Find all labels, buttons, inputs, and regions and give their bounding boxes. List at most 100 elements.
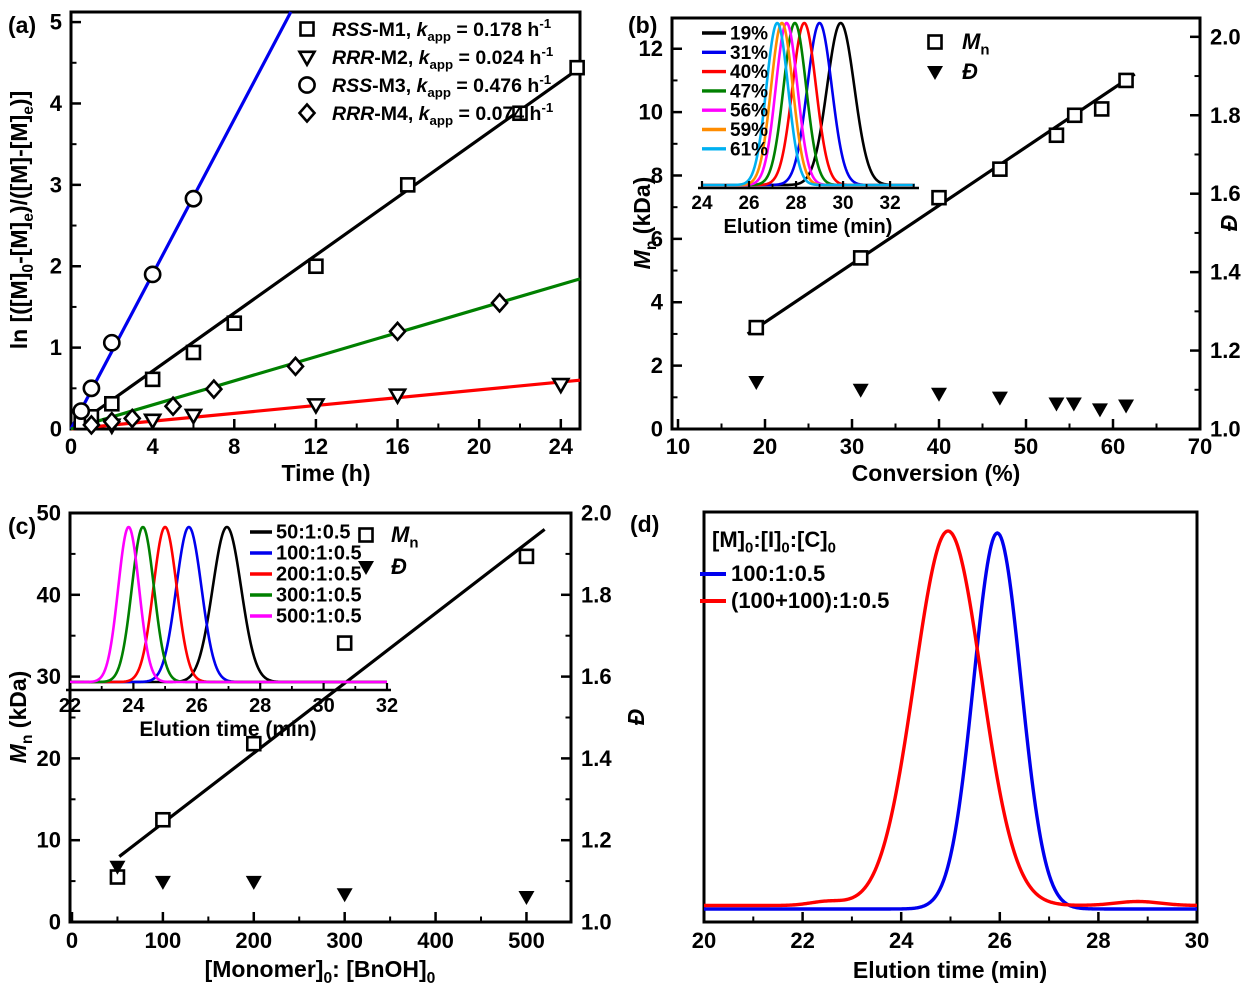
marker-open-square — [144, 371, 161, 388]
x-tick-label: 10 — [666, 434, 690, 459]
legend-item-label: RSS-M1, kapp = 0.178 h-1 — [332, 16, 551, 44]
marker-open-square — [226, 315, 243, 332]
y-tick-label: 10 — [37, 828, 61, 853]
y-tick-label: 30 — [37, 664, 61, 689]
y-tick-label: 1.8 — [581, 582, 612, 607]
y-tick-label: 4 — [651, 290, 664, 315]
marker-open-diamond — [122, 407, 142, 429]
marker-open-triangle-down — [387, 388, 408, 406]
y-tick-label: 8 — [651, 163, 663, 188]
series-RSS-M3 — [69, 11, 293, 430]
marker-open-diamond — [163, 395, 183, 417]
inset-legend-label: 300:1:0.5 — [276, 585, 362, 607]
inset-legend-label: 50:1:0.5 — [276, 522, 351, 544]
y-tick-label: 20 — [37, 746, 61, 771]
y-tick-label: 1.2 — [1210, 338, 1241, 363]
marker-filled-triangle-down — [931, 387, 948, 402]
x-tick-label: 30 — [1185, 928, 1209, 953]
marker-open-square — [931, 189, 947, 206]
x-tick-label: 22 — [790, 928, 814, 953]
marker-open-triangle-down — [306, 398, 326, 415]
series-points-- — [109, 860, 535, 906]
x-tick-label: 200 — [235, 928, 272, 953]
marker-filled-triangle-down — [991, 391, 1008, 406]
marker-open-circle — [82, 379, 101, 398]
marker-filled-triangle-down — [154, 875, 171, 890]
x-tick-label: 100 — [145, 928, 182, 953]
marker-open-circle — [143, 265, 162, 284]
inset-tick-label: 24 — [691, 193, 713, 214]
x-tick-label: 4 — [147, 434, 160, 459]
y-tick-label: 1.0 — [1210, 417, 1241, 442]
axes-box — [670, 16, 1202, 431]
series-points-RSS-M3 — [72, 189, 203, 420]
fit-line — [69, 11, 293, 430]
legend-item-label: Đ — [391, 554, 407, 579]
y-tick-label: 2 — [50, 254, 62, 279]
y-tick-label: 2.0 — [581, 501, 612, 526]
marker-open-circle — [72, 402, 91, 420]
y-tick-label: 0 — [49, 910, 61, 935]
marker-filled-triangle-down — [358, 561, 374, 575]
y-tick-label: 1.6 — [581, 664, 612, 689]
y-axis-title: ln [([M]0-[M]e)/([M]-[M]e)] — [6, 91, 37, 350]
y-tick-label: 0 — [651, 417, 663, 442]
inset-x-axis-title: Elution time (min) — [724, 216, 893, 238]
fit-line — [118, 528, 546, 858]
marker-open-triangle-down — [297, 50, 317, 68]
marker-open-diamond — [388, 320, 407, 342]
legend-item-label: RSS-M3, kapp = 0.476 h-1 — [332, 72, 551, 100]
series-points-Mn — [748, 72, 1134, 336]
marker-open-diamond — [204, 378, 224, 400]
y-tick-label: 50 — [37, 501, 61, 526]
y-tick-label: 1.6 — [1210, 181, 1241, 206]
legend-c: MnĐ — [358, 522, 418, 579]
marker-open-square — [245, 735, 262, 752]
inset-legend-label: 61% — [730, 139, 768, 160]
inset-legend-label: 47% — [730, 81, 768, 102]
legend-d: [M]0:[I]0:[C]0 100:1:0.5(100+100):1:0.5 — [700, 527, 889, 613]
y-axis-title: Đ — [623, 709, 649, 726]
y-axis-title: Mn (kDa) — [5, 671, 36, 764]
legend-item-label: 100:1:0.5 — [731, 561, 825, 586]
gpc-curve-100-1-0-5 — [703, 531, 1198, 911]
x-tick-label: 50 — [1014, 434, 1038, 459]
x-axis-title: Conversion (%) — [852, 460, 1021, 486]
marker-open-circle — [298, 76, 316, 94]
marker-open-square — [518, 548, 535, 565]
marker-open-square — [992, 161, 1008, 177]
x-tick-label: 20 — [467, 434, 491, 459]
inset-legend-label: 56% — [730, 101, 768, 122]
inset-legend-label: 100:1:0.5 — [276, 543, 362, 565]
inset-tick-label: 32 — [880, 193, 901, 214]
inset-legend-label: 59% — [730, 120, 768, 141]
marker-open-triangle-down — [551, 377, 571, 395]
marker-open-square — [299, 21, 315, 37]
series-points-RRR-M4 — [82, 292, 509, 436]
inset-x-axis-title: Elution time (min) — [139, 718, 316, 741]
series-points-Mn — [109, 548, 535, 885]
y-tick-label: 1.4 — [581, 746, 612, 771]
marker-filled-triangle-down — [748, 375, 765, 390]
x-axis-title: Elution time (min) — [853, 957, 1047, 983]
marker-open-diamond — [102, 411, 122, 433]
inset-legend-label: 500:1:0.5 — [276, 606, 362, 628]
panel-label-a: (a) — [8, 12, 36, 38]
inset-tick-label: 26 — [738, 193, 759, 214]
y-tick-label: 1.0 — [581, 910, 612, 935]
inset-tick-label: 24 — [122, 695, 145, 717]
marker-open-diamond — [286, 355, 305, 377]
x-tick-label: 8 — [228, 434, 240, 459]
marker-open-square — [104, 395, 120, 412]
inset-tick-label: 26 — [186, 695, 208, 717]
marker-filled-triangle-down — [1048, 397, 1065, 412]
marker-open-triangle-down — [183, 408, 204, 426]
marker-open-square — [308, 258, 324, 275]
marker-open-square — [748, 319, 765, 336]
marker-open-square — [358, 527, 374, 543]
inset-tick-label: 28 — [249, 695, 271, 717]
